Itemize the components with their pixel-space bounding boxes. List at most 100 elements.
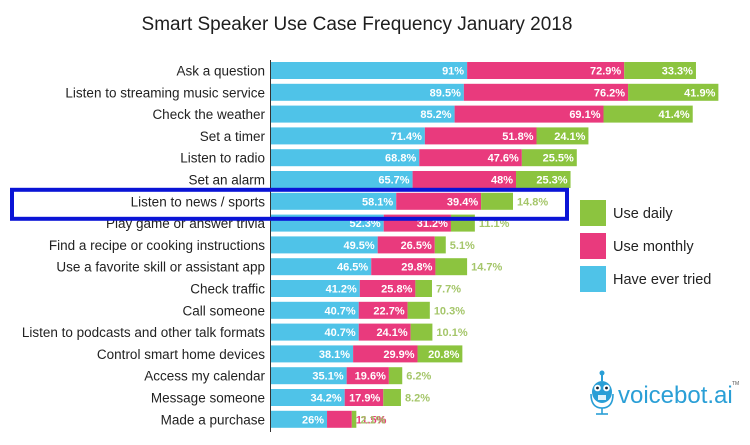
value-label-have-ever-tried-set-a-timer: 71.4%	[391, 131, 422, 143]
bar-use-monthly-check-the-weather	[454, 105, 604, 123]
value-label-have-ever-tried-access-my-calendar: 35.1%	[312, 371, 343, 383]
bar-have-ever-tried-ask-a-question	[271, 62, 468, 79]
value-label-have-ever-tried-made-a-purchase: 26%	[302, 414, 324, 426]
bar-use-monthly-made-a-purchase	[327, 410, 352, 428]
bar-use-daily-message-someone	[383, 389, 401, 406]
category-label-set-an-alarm: Set an alarm	[188, 173, 265, 188]
legend-label-use-monthly: Use monthly	[613, 239, 694, 255]
value-label-use-daily-use-a-favorite-skill-or-assistant-app: 14.7%	[471, 262, 502, 274]
value-label-use-monthly-call-someone: 22.7%	[373, 305, 404, 317]
value-label-use-monthly-access-my-calendar: 19.6%	[355, 371, 386, 383]
bar-use-monthly-set-an-alarm	[412, 171, 517, 188]
value-label-use-monthly-made-a-purchase: 11.5%	[356, 414, 387, 426]
legend-swatch-use-daily	[580, 200, 606, 226]
value-label-use-daily-made-a-purchase: 2.1%	[360, 414, 385, 426]
bar-use-daily-use-a-favorite-skill-or-assistant-app	[435, 258, 468, 276]
value-label-use-daily-listen-to-radio: 25.5%	[543, 153, 574, 165]
category-label-listen-to-news-sports: Listen to news / sports	[131, 194, 266, 209]
bar-have-ever-tried-set-an-alarm	[271, 171, 413, 188]
value-label-have-ever-tried-listen-to-news-sports: 58.1%	[362, 196, 393, 208]
value-label-have-ever-tried-ask-a-question: 91%	[442, 66, 464, 78]
category-label-check-the-weather: Check the weather	[152, 107, 265, 122]
value-label-have-ever-tried-control-smart-home-devices: 38.1%	[319, 349, 350, 361]
value-label-use-daily-check-traffic: 7.7%	[436, 284, 461, 296]
bar-have-ever-tried-control-smart-home-devices	[271, 345, 354, 363]
category-label-listen-to-radio: Listen to radio	[180, 151, 265, 166]
value-label-have-ever-tried-listen-to-radio: 68.8%	[385, 153, 416, 165]
logo-text: voicebot.ai	[618, 382, 733, 409]
bar-have-ever-tried-access-my-calendar	[271, 367, 347, 385]
category-label-call-someone: Call someone	[182, 303, 265, 318]
category-label-listen-to-streaming-music-service: Listen to streaming music service	[65, 85, 265, 100]
value-label-use-monthly-control-smart-home-devices: 29.9%	[383, 349, 414, 361]
bar-use-monthly-listen-to-radio	[419, 149, 522, 167]
value-label-use-daily-set-an-alarm: 25.3%	[536, 175, 567, 187]
value-label-have-ever-tried-check-the-weather: 85.2%	[420, 109, 451, 121]
category-label-made-a-purchase: Made a purchase	[161, 412, 265, 427]
bar-use-monthly-call-someone	[358, 301, 408, 319]
bar-use-monthly-use-a-favorite-skill-or-assistant-app	[371, 258, 436, 276]
value-label-have-ever-tried-use-a-favorite-skill-or-assistant-app: 46.5%	[337, 262, 368, 274]
bar-have-ever-tried-listen-to-radio	[271, 149, 420, 167]
bar-use-daily-check-the-weather	[603, 105, 693, 123]
bar-use-daily-access-my-calendar	[388, 367, 403, 385]
bar-have-ever-tried-set-a-timer	[271, 127, 425, 145]
value-label-use-daily-play-game-or-answer-trivia: 11.1%	[479, 218, 510, 230]
bar-have-ever-tried-made-a-purchase	[271, 410, 328, 428]
bar-use-monthly-set-a-timer	[424, 127, 537, 145]
bar-use-daily-listen-to-podcasts-and-other-talk-formats	[410, 323, 433, 341]
value-label-use-daily-listen-to-podcasts-and-other-talk-formats: 10.1%	[436, 327, 467, 339]
bar-have-ever-tried-listen-to-news-sports	[271, 192, 397, 210]
value-label-have-ever-tried-play-game-or-answer-trivia: 52.3%	[350, 218, 381, 230]
value-label-use-daily-control-smart-home-devices: 20.8%	[428, 349, 459, 361]
bar-use-monthly-find-a-recipe-or-cooking-instructions	[377, 236, 435, 254]
value-label-use-monthly-message-someone: 17.9%	[349, 393, 380, 405]
chart-title: Smart Speaker Use Case Frequency January…	[142, 14, 573, 35]
category-label-find-a-recipe-or-cooking-instructions: Find a recipe or cooking instructions	[49, 238, 265, 253]
value-label-use-monthly-check-the-weather: 69.1%	[569, 109, 600, 121]
legend-swatch-use-monthly	[580, 233, 606, 259]
legend: Use daily Use monthly Have ever tried	[580, 200, 711, 292]
value-label-use-monthly-find-a-recipe-or-cooking-instructions: 26.5%	[401, 240, 432, 252]
value-label-use-daily-find-a-recipe-or-cooking-instructions: 5.1%	[450, 240, 475, 252]
bar-use-monthly-listen-to-news-sports	[396, 192, 482, 210]
value-label-use-daily-call-someone: 10.3%	[434, 305, 465, 317]
voicebot-logo: voicebot.ai TM	[590, 370, 739, 415]
value-label-use-monthly-set-a-timer: 51.8%	[502, 131, 533, 143]
legend-label-have-ever-tried: Have ever tried	[613, 272, 711, 288]
value-label-have-ever-tried-listen-to-streaming-music-service: 89.5%	[430, 87, 461, 99]
value-label-use-monthly-use-a-favorite-skill-or-assistant-app: 29.8%	[401, 262, 432, 274]
value-label-have-ever-tried-find-a-recipe-or-cooking-instructions: 49.5%	[343, 240, 374, 252]
value-label-use-monthly-listen-to-streaming-music-service: 76.2%	[594, 87, 625, 99]
bar-have-ever-tried-listen-to-streaming-music-service	[271, 83, 464, 101]
value-label-use-daily-listen-to-news-sports: 14.8%	[517, 196, 548, 208]
value-label-have-ever-tried-call-someone: 40.7%	[325, 305, 356, 317]
category-label-message-someone: Message someone	[151, 391, 265, 406]
value-label-use-monthly-listen-to-podcasts-and-other-talk-formats: 24.1%	[376, 327, 407, 339]
value-label-have-ever-tried-listen-to-podcasts-and-other-talk-formats: 40.7%	[325, 327, 356, 339]
category-label-access-my-calendar: Access my calendar	[144, 369, 265, 384]
bar-have-ever-tried-find-a-recipe-or-cooking-instructions	[271, 236, 378, 254]
value-label-use-daily-message-someone: 8.2%	[405, 393, 430, 405]
bar-use-monthly-control-smart-home-devices	[353, 345, 418, 363]
trademark: TM	[732, 381, 739, 387]
legend-label-use-daily: Use daily	[613, 206, 673, 222]
category-label-set-a-timer: Set a timer	[200, 129, 266, 144]
bar-have-ever-tried-listen-to-podcasts-and-other-talk-formats	[271, 323, 359, 341]
bar-use-monthly-ask-a-question	[467, 62, 625, 79]
bar-have-ever-tried-check-traffic	[271, 280, 360, 297]
bar-use-daily-set-an-alarm	[516, 171, 571, 188]
bar-use-monthly-check-traffic	[359, 280, 416, 297]
value-label-use-monthly-listen-to-radio: 47.6%	[488, 153, 519, 165]
value-label-use-daily-ask-a-question: 33.3%	[662, 66, 693, 78]
bar-use-monthly-listen-to-streaming-music-service	[463, 83, 629, 101]
bar-use-daily-set-a-timer	[536, 127, 589, 145]
bar-have-ever-tried-call-someone	[271, 301, 359, 319]
value-label-have-ever-tried-message-someone: 34.2%	[310, 393, 341, 405]
bar-use-daily-find-a-recipe-or-cooking-instructions	[434, 236, 446, 254]
bar-use-monthly-access-my-calendar	[346, 367, 389, 385]
bar-have-ever-tried-use-a-favorite-skill-or-assistant-app	[271, 258, 372, 276]
bar-use-daily-ask-a-question	[624, 62, 696, 79]
bar-use-monthly-listen-to-podcasts-and-other-talk-formats	[358, 323, 411, 341]
